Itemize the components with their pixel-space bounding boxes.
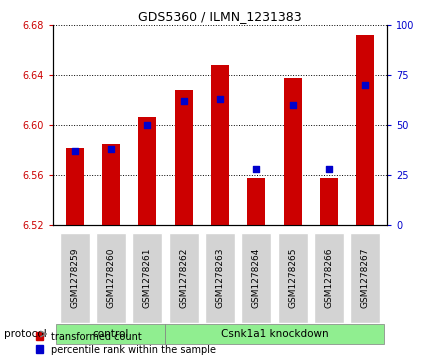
Text: GSM1278260: GSM1278260 [106,248,115,308]
Text: GSM1278263: GSM1278263 [216,248,224,308]
Text: Csnk1a1 knockdown: Csnk1a1 knockdown [221,329,328,339]
FancyBboxPatch shape [351,233,380,323]
FancyBboxPatch shape [242,233,271,323]
Bar [211,65,229,225]
Point [180,98,187,104]
FancyBboxPatch shape [278,233,308,323]
Bar [320,178,338,225]
FancyBboxPatch shape [60,233,89,323]
Point [289,102,296,108]
Point [107,146,114,152]
FancyBboxPatch shape [205,233,235,323]
Text: GSM1278262: GSM1278262 [179,248,188,308]
Text: GSM1278265: GSM1278265 [288,248,297,308]
FancyBboxPatch shape [169,233,198,323]
Bar [102,144,120,225]
Point [362,82,369,88]
Point [71,148,78,154]
Bar [247,178,265,225]
Text: protocol: protocol [4,329,47,339]
Point [216,96,224,102]
FancyBboxPatch shape [132,233,162,323]
Text: GSM1278266: GSM1278266 [325,248,334,308]
Bar [356,36,374,225]
Point [253,166,260,172]
Text: GSM1278261: GSM1278261 [143,248,152,308]
Title: GDS5360 / ILMN_1231383: GDS5360 / ILMN_1231383 [138,10,302,23]
FancyBboxPatch shape [314,233,344,323]
Point [144,122,151,128]
Bar [66,148,84,225]
Text: control: control [93,329,129,339]
FancyBboxPatch shape [56,324,165,344]
Bar [138,117,156,225]
Bar [284,78,302,225]
Text: GSM1278259: GSM1278259 [70,248,79,308]
Point [326,166,333,172]
Bar [175,90,193,225]
FancyBboxPatch shape [165,324,384,344]
Legend: transformed count, percentile rank within the sample: transformed count, percentile rank withi… [36,331,216,355]
FancyBboxPatch shape [96,233,126,323]
Text: GSM1278267: GSM1278267 [361,248,370,308]
Text: GSM1278264: GSM1278264 [252,248,261,308]
